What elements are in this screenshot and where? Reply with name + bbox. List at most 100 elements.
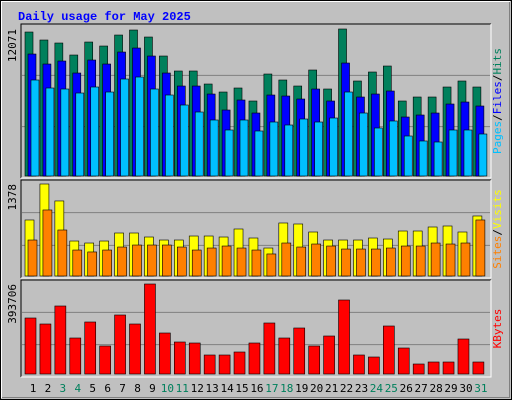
bar [236,247,247,277]
x-tick-label: 8 [134,382,141,395]
panel-border [21,280,492,378]
bar [120,78,129,177]
x-tick-label: 25 [385,382,398,395]
y-tick-label: 12071 [6,29,19,62]
bar [27,239,38,277]
bar [445,243,456,277]
bar [144,283,156,375]
bar [353,354,365,375]
bar [165,94,174,177]
bar [460,242,471,277]
bar [150,88,159,177]
bar [254,130,264,177]
bar [209,119,219,177]
bar [344,91,353,177]
bar [188,342,201,375]
bar [314,121,323,177]
bar [463,129,473,177]
bar [389,120,398,177]
bar [239,119,249,177]
bar [177,246,187,277]
x-tick-label: 10 [161,382,174,395]
bar [174,341,186,375]
y-tick-label: 1378 [6,184,19,211]
legend: Sites/Visits [491,189,504,269]
bar [99,345,111,375]
bar [433,141,443,177]
bar [412,363,425,375]
bar [427,361,440,375]
bar [457,338,470,375]
bar [69,337,82,375]
x-tick-label: 15 [235,382,248,395]
bar [371,248,381,277]
bar [102,249,112,277]
bar [42,209,53,277]
x-tick-label: 22 [340,382,353,395]
bar [24,317,37,375]
bar [475,219,486,277]
legend-separator: / [491,229,504,236]
bar [218,354,231,375]
x-tick-label: 27 [415,382,428,395]
bar [159,332,171,375]
bar [72,249,83,277]
x-tick-label: 31 [474,382,487,395]
bar [418,140,428,177]
x-tick-label: 28 [429,382,442,395]
panel-border [21,180,492,279]
bar [75,92,85,177]
x-tick-label: 16 [250,382,263,395]
bar [114,314,126,375]
bar [39,323,52,375]
x-tick-label: 23 [355,382,368,395]
bar [356,248,366,277]
x-tick-label: 18 [280,382,293,395]
bar [329,117,338,177]
legend-entry: Hits [491,48,504,75]
panel-border [20,23,491,178]
legend-entry: Sites [491,236,504,269]
x-tick-label: 14 [220,382,234,395]
x-tick-label: 17 [265,382,278,395]
bar [472,361,485,375]
x-tick-label: 4 [74,382,81,395]
bar [191,249,202,277]
bar [206,247,217,277]
x-tick-label: 24 [370,382,384,395]
x-tick-label: 5 [89,382,96,395]
x-tick-label: 20 [310,382,323,395]
bar [359,112,368,177]
x-tick-label: 29 [444,382,457,395]
bar [308,345,320,375]
x-tick-label: 6 [104,382,111,395]
bar [430,242,441,277]
bar [338,299,350,375]
x-tick-label: 1 [30,382,37,395]
x-tick-label: 26 [400,382,413,395]
x-tick-label: 7 [119,382,126,395]
bar [84,321,97,375]
bar [374,127,383,177]
legend-entry: Pages [491,121,504,154]
bar [296,246,307,277]
panel-border [20,179,491,278]
bar [57,229,68,277]
panel-border [20,279,491,377]
bar [45,87,55,177]
bar [132,244,142,277]
bar [269,121,279,177]
bar [326,245,336,277]
bar [403,135,413,177]
bar [203,354,216,375]
bar [105,91,114,177]
bar [299,118,309,177]
bar [221,245,232,277]
x-tick-label: 12 [191,382,204,395]
bar [323,335,335,375]
bar [87,251,98,277]
bar [284,124,294,177]
bar [478,133,488,177]
x-tick-label: 2 [45,382,52,395]
x-tick-label: 11 [176,382,189,395]
